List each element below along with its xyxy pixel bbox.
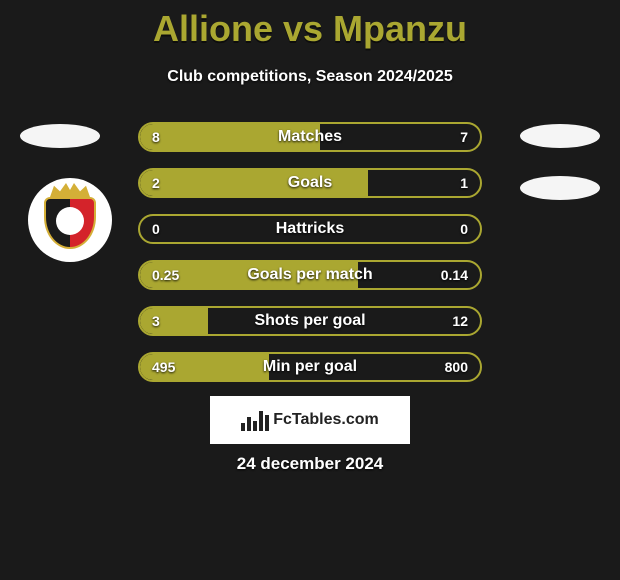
logo-bar-segment [253, 421, 257, 431]
logo-bar-segment [247, 417, 251, 431]
stat-bar-row: 3Shots per goal12 [138, 306, 482, 336]
date-label: 24 december 2024 [0, 454, 620, 474]
stat-bar-fill [140, 124, 320, 150]
logo-bar-segment [259, 411, 263, 431]
logo-bar-segment [265, 415, 269, 431]
stat-value-right: 1 [460, 170, 468, 196]
stat-value-right: 0 [460, 216, 468, 242]
logo-bars-icon [241, 409, 269, 431]
stat-bar-row: 495Min per goal800 [138, 352, 482, 382]
team-b-placeholder2-icon [520, 176, 600, 200]
team-a-placeholder-icon [20, 124, 100, 148]
subtitle: Club competitions, Season 2024/2025 [0, 68, 620, 86]
logo-bar-segment [241, 423, 245, 431]
team-b-placeholder-icon [520, 124, 600, 148]
fctables-logo: FcTables.com [210, 396, 410, 444]
stat-bar-row: 8Matches7 [138, 122, 482, 152]
stat-value-left: 2 [152, 170, 160, 196]
stat-bar-row: 0.25Goals per match0.14 [138, 260, 482, 290]
stat-label: Hattricks [140, 216, 480, 242]
club-crest-icon [28, 178, 112, 262]
stat-bar-fill [140, 170, 368, 196]
stat-value-left: 3 [152, 308, 160, 334]
stat-value-right: 0.14 [441, 262, 468, 288]
stat-value-left: 495 [152, 354, 175, 380]
stat-value-left: 0.25 [152, 262, 179, 288]
page-title: Allione vs Mpanzu [0, 0, 620, 50]
stat-bar-row: 0Hattricks0 [138, 214, 482, 244]
stat-bar-fill [140, 308, 208, 334]
stat-value-right: 7 [460, 124, 468, 150]
stat-value-right: 12 [452, 308, 468, 334]
stats-bars: 8Matches7 2Goals1 0Hattricks0 0.25Goals per… [138, 122, 482, 398]
logo-text: FcTables.com [273, 411, 379, 429]
stat-value-left: 0 [152, 216, 160, 242]
stat-value-right: 800 [445, 354, 468, 380]
stat-value-left: 8 [152, 124, 160, 150]
stat-bar-row: 2Goals1 [138, 168, 482, 198]
